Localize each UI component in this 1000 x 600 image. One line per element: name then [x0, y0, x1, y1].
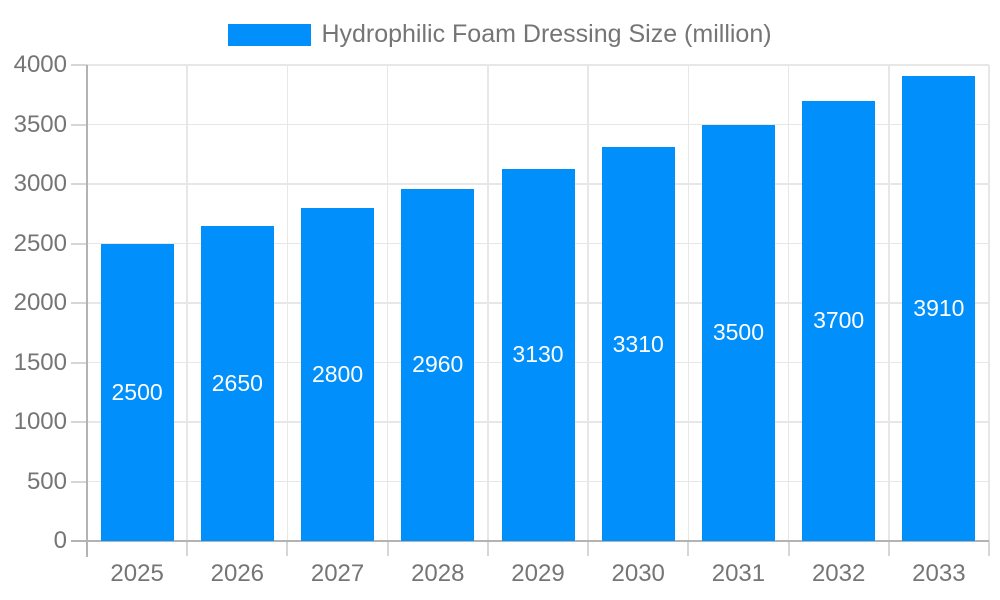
y-tick: [71, 242, 87, 245]
bar-2025[interactable]: 2500: [100, 243, 174, 541]
bar-value-label: 2500: [111, 378, 163, 405]
bar-2032[interactable]: 3700: [802, 100, 876, 541]
y-axis-label: 4000: [13, 51, 67, 78]
x-tick: [687, 541, 690, 556]
y-tick: [71, 302, 87, 304]
y-tick: [71, 421, 87, 423]
x-gridline: [487, 65, 489, 541]
bar-value-label: 3910: [913, 294, 965, 321]
y-tick: [71, 64, 87, 66]
y-gridline: [87, 64, 989, 66]
x-tick: [988, 541, 990, 556]
x-gridline: [386, 65, 389, 541]
bar-2027[interactable]: 2800: [301, 207, 375, 541]
x-axis-label: 2032: [811, 560, 866, 587]
bar-value-label: 3500: [712, 319, 765, 346]
y-gridline: [87, 123, 989, 126]
bar-value-label: 2650: [211, 369, 263, 396]
x-axis-label: 2031: [711, 560, 766, 587]
bar-2029[interactable]: 3130: [501, 168, 575, 541]
x-axis-label: 2029: [511, 560, 565, 587]
bar-2033[interactable]: 3910: [902, 75, 976, 541]
x-axis-line: [71, 540, 989, 542]
x-gridline: [988, 65, 990, 541]
bar-value-label: 2960: [412, 351, 464, 378]
x-axis-label: 2030: [611, 560, 665, 587]
y-tick: [71, 183, 87, 185]
x-tick: [186, 541, 189, 556]
x-gridline: [186, 65, 188, 541]
bar-value-label: 3130: [512, 341, 564, 368]
x-tick: [386, 541, 389, 556]
x-axis-label: 2025: [110, 560, 164, 587]
x-axis-label: 2026: [210, 560, 265, 587]
y-axis-label: 1000: [13, 408, 67, 435]
x-tick: [486, 541, 489, 556]
x-gridline: [286, 65, 289, 541]
legend[interactable]: Hydrophilic Foam Dressing Size (million): [0, 20, 1000, 49]
y-axis-label: 500: [26, 467, 67, 495]
x-axis-label: 2033: [912, 560, 966, 587]
y-tick: [71, 480, 87, 483]
bar-2030[interactable]: 3310: [601, 147, 675, 541]
x-gridline: [888, 65, 890, 541]
y-axis-label: 0: [53, 527, 67, 554]
y-axis-label: 1500: [13, 348, 67, 376]
y-axis-label: 3500: [13, 110, 67, 138]
bar-2031[interactable]: 3500: [701, 124, 775, 541]
y-axis-label: 2000: [13, 289, 67, 316]
bar-value-label: 3310: [612, 330, 664, 357]
x-tick: [587, 541, 590, 556]
bar-value-label: 3700: [813, 307, 865, 334]
y-tick: [71, 361, 87, 364]
y-axis-label: 2500: [13, 229, 67, 257]
x-gridline: [587, 65, 589, 541]
x-tick: [286, 541, 289, 556]
x-gridline: [687, 65, 690, 541]
x-axis-label: 2028: [411, 560, 465, 587]
bar-value-label: 2800: [311, 360, 364, 387]
legend-label: Hydrophilic Foam Dressing Size (million): [321, 20, 772, 48]
legend-swatch-icon: [228, 23, 312, 46]
x-gridline: [787, 65, 790, 541]
x-tick: [887, 541, 890, 556]
x-tick: [787, 541, 790, 556]
y-axis-line: [86, 65, 88, 557]
bar-2026[interactable]: 2650: [200, 225, 274, 541]
x-axis-label: 2027: [310, 560, 365, 587]
bar-2028[interactable]: 2960: [401, 188, 475, 541]
y-axis-label: 3000: [13, 170, 67, 197]
y-tick: [71, 123, 87, 126]
